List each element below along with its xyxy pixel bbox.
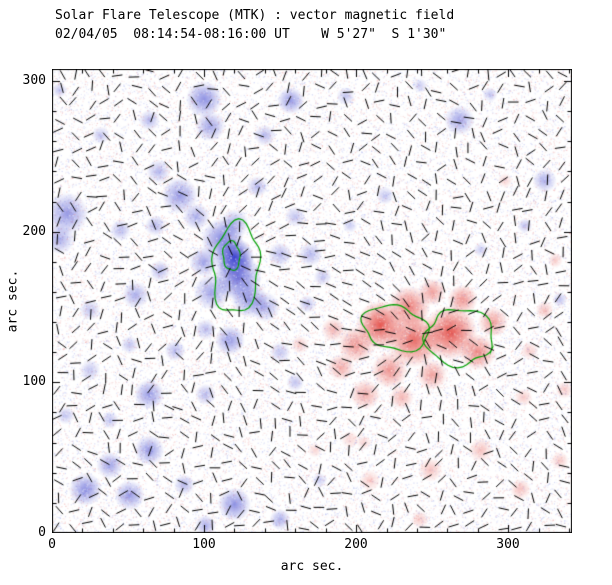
x-tick-label-1: 100 bbox=[192, 537, 216, 552]
y-axis-label: arc sec. bbox=[5, 269, 21, 333]
y-tick-label-2: 200 bbox=[22, 224, 46, 239]
x-tick-label-2: 200 bbox=[344, 537, 368, 552]
y-tick-label-1: 100 bbox=[22, 374, 46, 389]
x-axis-label: arc sec. bbox=[280, 559, 344, 574]
figure-subtitle: 02/04/05 08:14:54-08:16:00 UT W 5'27" S … bbox=[55, 27, 447, 42]
y-tick-label-3: 300 bbox=[22, 73, 46, 88]
y-tick-label-0: 0 bbox=[38, 525, 46, 540]
magnetogram-canvas bbox=[52, 69, 572, 533]
figure-title: Solar Flare Telescope (MTK) : vector mag… bbox=[55, 8, 455, 23]
x-tick-label-0: 0 bbox=[48, 537, 56, 552]
x-tick-label-3: 300 bbox=[496, 537, 520, 552]
